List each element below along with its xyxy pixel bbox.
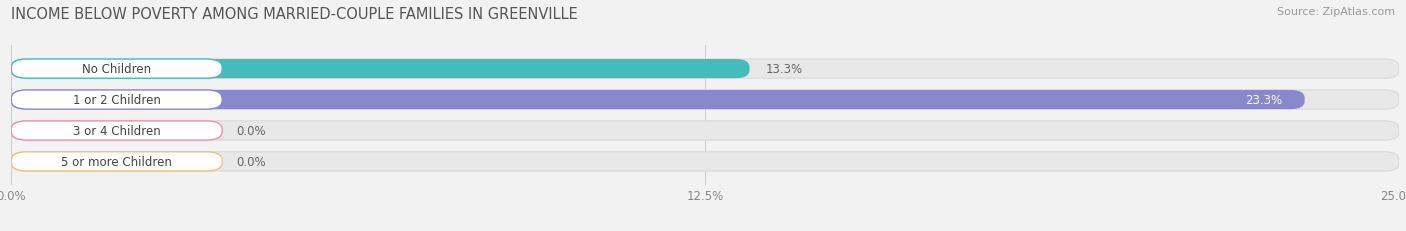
Text: No Children: No Children <box>82 63 152 76</box>
FancyBboxPatch shape <box>11 91 1305 110</box>
Text: 5 or more Children: 5 or more Children <box>62 155 172 168</box>
Text: 0.0%: 0.0% <box>236 125 266 137</box>
Text: 23.3%: 23.3% <box>1246 94 1282 106</box>
FancyBboxPatch shape <box>11 152 1399 171</box>
Text: INCOME BELOW POVERTY AMONG MARRIED-COUPLE FAMILIES IN GREENVILLE: INCOME BELOW POVERTY AMONG MARRIED-COUPL… <box>11 7 578 22</box>
Text: 1 or 2 Children: 1 or 2 Children <box>73 94 160 106</box>
FancyBboxPatch shape <box>11 91 1399 110</box>
FancyBboxPatch shape <box>11 91 222 110</box>
FancyBboxPatch shape <box>11 60 222 79</box>
Text: 3 or 4 Children: 3 or 4 Children <box>73 125 160 137</box>
Text: 13.3%: 13.3% <box>766 63 803 76</box>
Text: Source: ZipAtlas.com: Source: ZipAtlas.com <box>1277 7 1395 17</box>
FancyBboxPatch shape <box>11 152 222 171</box>
FancyBboxPatch shape <box>11 121 222 140</box>
FancyBboxPatch shape <box>11 121 1399 140</box>
FancyBboxPatch shape <box>11 60 749 79</box>
FancyBboxPatch shape <box>11 60 1399 79</box>
Text: 0.0%: 0.0% <box>236 155 266 168</box>
